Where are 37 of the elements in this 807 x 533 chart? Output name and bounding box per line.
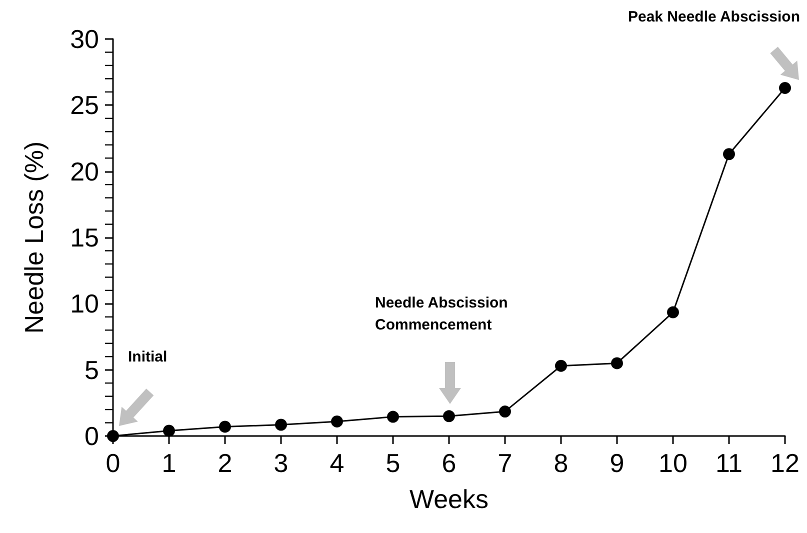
point	[779, 82, 791, 94]
x-tick-label: 12	[770, 448, 800, 478]
x-tick-label: 9	[610, 448, 624, 478]
point	[555, 360, 567, 372]
point	[387, 410, 399, 423]
annotation: Needle Abscission Commencement	[375, 294, 512, 334]
point	[667, 306, 679, 318]
point	[331, 415, 343, 428]
point	[443, 410, 455, 422]
y-axis-title: Needle Loss (%)	[19, 141, 49, 334]
point	[275, 418, 287, 431]
x-axis-title: Weeks	[410, 484, 488, 514]
x-tick-label: 0	[106, 448, 120, 478]
x-tick-label: 3	[274, 448, 288, 478]
x-tick-label: 7	[498, 448, 512, 478]
x-tick-label: 1	[162, 448, 176, 478]
y-tick-label: 30	[70, 24, 99, 54]
x-tick-label: 4	[330, 448, 344, 478]
x-tick-label: 11	[716, 448, 742, 478]
point	[499, 406, 511, 418]
y-tick-label: 20	[70, 156, 99, 186]
point	[611, 357, 623, 370]
annotation: Initial	[128, 348, 168, 366]
y-tick-label: 25	[70, 90, 99, 120]
y-tick-label: 10	[70, 288, 99, 319]
y-tick-label: 0	[84, 421, 99, 451]
point	[163, 424, 175, 437]
x-tick-label: 2	[218, 448, 232, 478]
x-tick-label: 8	[554, 448, 568, 478]
text: Peak Needle Abscission	[628, 8, 800, 26]
y-tick-label: 5	[84, 354, 99, 385]
y-tick-label: 15	[70, 222, 99, 252]
x-tick-label: 10	[658, 448, 688, 478]
x-tick-label: 6	[442, 448, 456, 478]
point	[723, 148, 735, 160]
point	[219, 420, 231, 433]
x-tick-label: 5	[386, 448, 400, 478]
